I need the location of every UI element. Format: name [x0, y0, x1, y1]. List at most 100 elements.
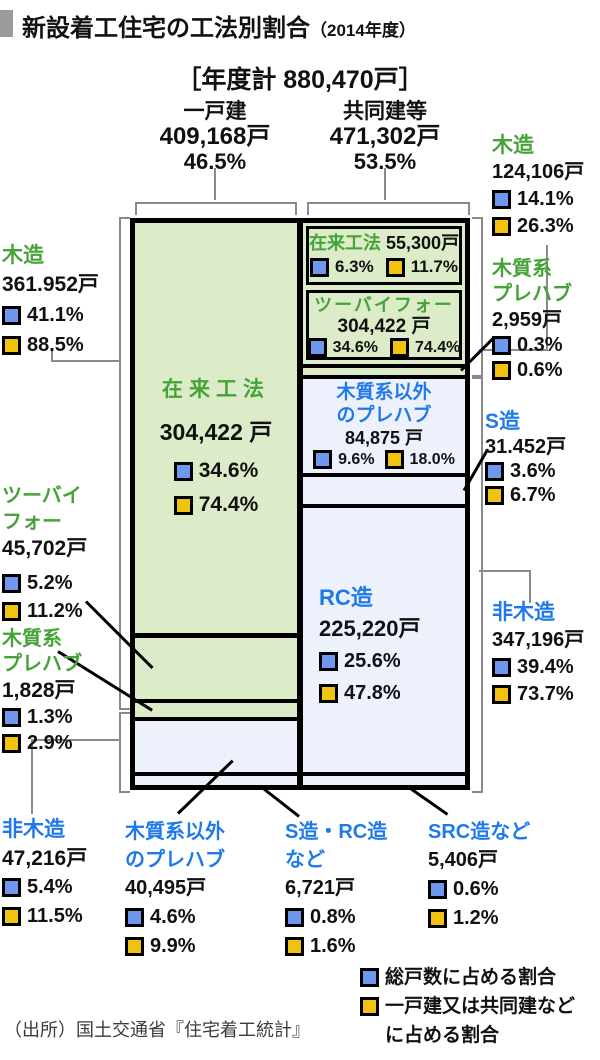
segment-left-conventional: 在来工法 304,422 戸 34.6% 74.4%: [135, 223, 297, 633]
pct-column: 73.7%: [517, 683, 574, 705]
label-bottom-s-rc: S造・RC造 など 6,721戸 0.8% 1.6%: [285, 818, 405, 961]
segment-title-row: 在来工法 55,300戸: [309, 232, 459, 254]
label-right-s: S造 31.452戸 3.6% 6.7%: [485, 409, 597, 507]
label-title-1: ツーバイ: [2, 485, 82, 507]
pct-column-row: 6.7%: [485, 483, 597, 507]
segment-right-src: [303, 776, 465, 785]
pct-total: 0.6%: [453, 878, 499, 900]
label-units: 347,196戸: [492, 629, 585, 651]
yellow-square-icon: [492, 217, 511, 236]
pct-total-row: 39.4%: [492, 654, 600, 681]
label-units: 5,406戸: [428, 849, 499, 871]
blue-square-icon: [428, 880, 447, 899]
legend: 総戸数に占める割合 一戸建又は共同建など に占める割合: [360, 963, 595, 1050]
column-units: 409,168戸: [159, 123, 271, 150]
pointer-bottom-src: [408, 786, 449, 816]
total-units-label: ［年度計 880,470戸］: [176, 66, 424, 94]
bracket-right-nonwood: [472, 377, 483, 793]
connector-right-wood-v: [546, 245, 548, 351]
segment-left-s-rc: [135, 776, 297, 785]
segment-right-conventional: 在来工法 55,300戸 6.3% 11.7%: [306, 226, 462, 285]
label-right-nonwood: 非木造 347,196戸 39.4% 73.7%: [492, 599, 600, 708]
blue-square-icon: [485, 461, 504, 481]
label-title-2: プレハブ: [492, 283, 572, 305]
column-units: 471,302戸: [329, 123, 441, 150]
blue-square-icon: [125, 908, 144, 927]
label-units: 6,721戸: [285, 877, 356, 899]
pct-total-row: 5.2%: [2, 569, 114, 597]
bracket-multi: [307, 202, 470, 215]
label-title: 非木造: [2, 818, 65, 841]
label-left-wood-prefab: 木質系 プレハブ 1,828戸 1.3% 2.9%: [2, 627, 114, 756]
page-title-text: 新設着工住宅の工法別割合: [22, 15, 310, 42]
yellow-square-icon: [125, 937, 144, 956]
segment-title-2: のプレハブ: [336, 405, 432, 426]
pct-total: 0.3%: [517, 334, 563, 356]
blue-square-icon: [285, 908, 304, 927]
yellow-square-icon: [173, 495, 193, 515]
pct-column: 74.4%: [198, 493, 259, 516]
label-units: 40,495戸: [125, 877, 207, 899]
yellow-square-icon: [319, 683, 338, 703]
segment-title: 在来工法: [309, 233, 381, 253]
pct-column: 18.0%: [409, 450, 455, 468]
pct-total-row: 4.6%: [125, 903, 255, 932]
label-title: 木造: [2, 244, 44, 267]
connector-left-nonwood-v: [31, 739, 33, 814]
blue-square-icon: [2, 305, 21, 325]
pct-total-row: 1.3%: [2, 704, 114, 730]
title-marker: [0, 10, 13, 37]
yellow-square-icon: [390, 338, 409, 357]
connector-right-nonwood-h: [479, 570, 531, 572]
yellow-square-icon: [2, 335, 21, 355]
label-units: 361.952戸: [2, 273, 99, 296]
segment-title-1: 木質系以外: [336, 382, 432, 403]
label-units: 2,959戸: [492, 309, 563, 331]
label-title: SRC造など: [428, 821, 531, 843]
label-title-2: など: [285, 849, 325, 871]
blue-square-icon: [173, 461, 193, 481]
pct-total: 5.2%: [27, 572, 73, 594]
pct-column: 9.9%: [150, 935, 196, 957]
connector-left-wood-h: [51, 360, 121, 362]
label-title-1: 木質系以外: [125, 821, 225, 843]
label-right-wood-prefab: 木質系 プレハブ 2,959戸 0.3% 0.6%: [492, 257, 600, 383]
bracket-left-wood: [119, 217, 130, 710]
blue-square-icon: [492, 336, 511, 355]
yellow-square-icon: [492, 361, 511, 380]
pct-total: 25.6%: [344, 650, 401, 672]
label-units: 124,106戸: [492, 161, 585, 183]
pct-column: 88.5%: [27, 334, 84, 356]
label-title-2: のプレハブ: [125, 849, 225, 871]
column-name: 共同建等: [343, 100, 427, 123]
legend-yellow-label-1: 一戸建又は共同建など: [385, 996, 576, 1017]
pct-total: 3.6%: [510, 460, 556, 482]
pct-total: 34.6%: [332, 338, 378, 356]
pct-total: 5.4%: [27, 876, 73, 898]
pct-total-row: 3.6%: [485, 459, 597, 483]
segment-left-twobyfour: [135, 638, 297, 699]
blue-square-icon: [307, 338, 327, 357]
legend-row-yellow: 一戸建又は共同建など: [360, 992, 595, 1021]
label-title: 非木造: [492, 601, 555, 624]
pct-column-row: 11.5%: [2, 902, 112, 931]
pct-column-row: 26.3%: [492, 213, 600, 240]
pct-total: 6.3%: [334, 257, 374, 276]
label-right-wood: 木造 124,106戸 14.1% 26.3%: [492, 132, 600, 240]
pct-column: 1.6%: [310, 935, 356, 957]
blue-square-icon: [492, 658, 511, 677]
pct-rows: 34.6% 74.4%: [307, 338, 460, 357]
bracket-detached: [135, 202, 297, 215]
pct-total: 1.3%: [27, 706, 73, 728]
blue-square-icon: [2, 573, 21, 593]
blue-square-icon: [492, 190, 511, 209]
pct-column-row: 9.9%: [125, 932, 255, 961]
label-bottom-src: SRC造など 5,406戸 0.6% 1.2%: [428, 818, 558, 933]
column-header-multi: 共同建等 471,302戸 53.5%: [300, 100, 470, 174]
segment-units: 225,220戸: [319, 616, 421, 641]
segment-units: 304,422 戸: [159, 419, 273, 445]
mosaic-chart: 在来工法 304,422 戸 34.6% 74.4% 在来工法 55,: [130, 218, 470, 790]
bracket-right-wood: [472, 217, 483, 377]
label-units: 31.452戸: [485, 436, 567, 458]
